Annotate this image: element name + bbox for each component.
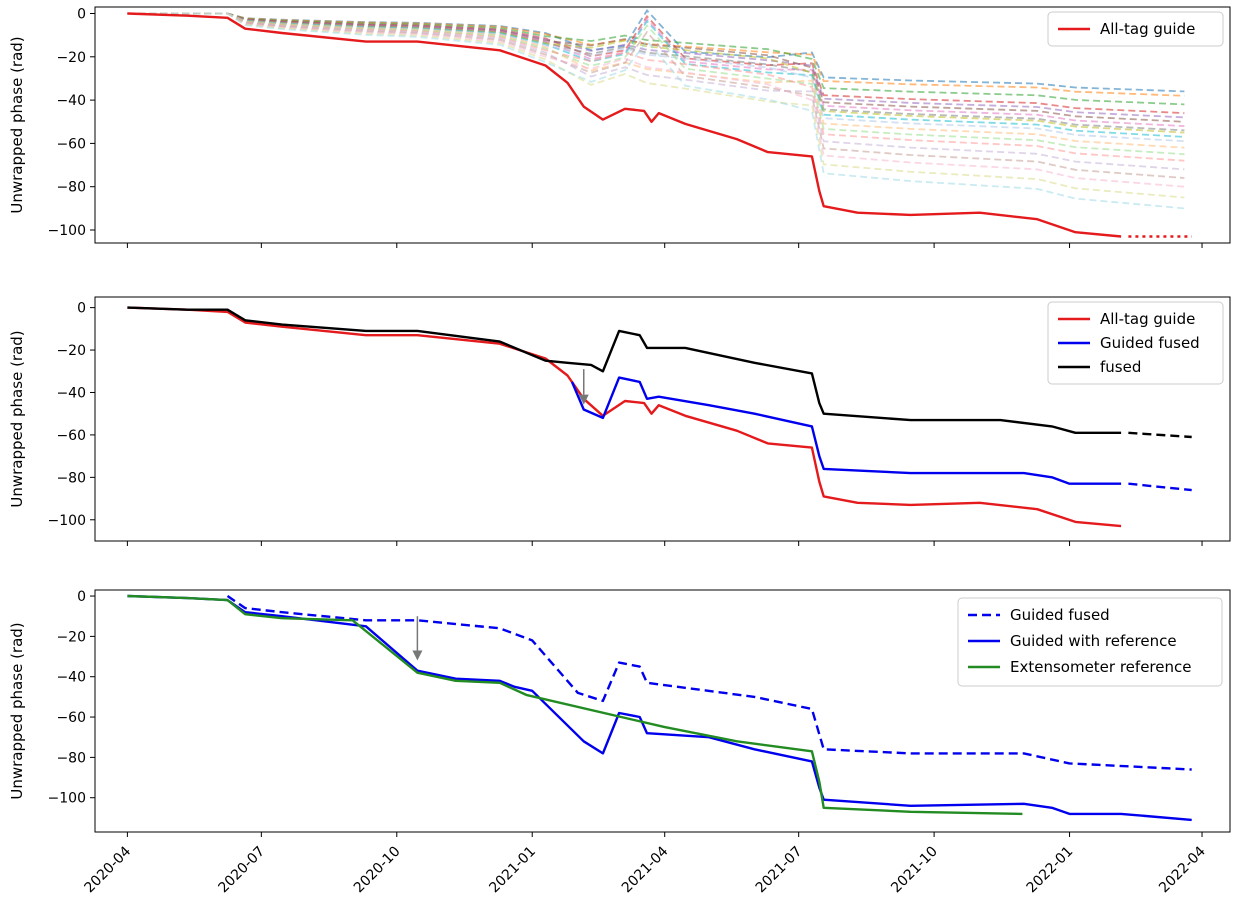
legend-entry: Guided fused: [1100, 334, 1200, 352]
tag-series-line: [127, 12, 1185, 210]
legend: All-tag guide: [1047, 11, 1224, 47]
legend-entry: Guided fused: [1010, 606, 1110, 624]
y-tick-label: −80: [56, 470, 86, 486]
series-line-extension: [1128, 431, 1192, 439]
y-axis-title: Unwrapped phase (rad): [8, 622, 26, 799]
annotation-arrow-head: [412, 650, 423, 661]
y-tick-label: −40: [56, 385, 86, 401]
annotation-arrow-head: [578, 394, 589, 405]
y-tick-label: −20: [56, 629, 86, 645]
y-tick-label: −100: [48, 513, 86, 529]
legend-box: [1047, 11, 1224, 47]
tag-series-group: [127, 9, 1185, 210]
legend-entry: Guided with reference: [1010, 632, 1177, 650]
y-tick-label: 0: [77, 589, 86, 605]
chart-panel-1: 0 −20 −40 −60 −80 −100 Unwrapped phase (rad) Al…: [8, 6, 1231, 248]
legend-entry: fused: [1100, 358, 1141, 376]
y-tick-label: −80: [56, 750, 86, 766]
plot-frame: [94, 6, 1231, 244]
chart-panel-2: 0 −20 −40 −60 −80 −100 Unwrapped phase (rad) Al…: [8, 296, 1231, 546]
y-tick-label: −60: [56, 428, 86, 444]
legend-entry: Extensometer reference: [1010, 658, 1191, 676]
y-tick-label: −20: [56, 343, 86, 359]
y-axis-title: Unwrapped phase (rad): [8, 36, 26, 213]
y-axis-title: Unwrapped phase (rad): [8, 330, 26, 507]
series-line-extensometer-reference: [127, 594, 1023, 816]
y-tick-label: −80: [56, 180, 86, 196]
y-tick-label: −60: [56, 136, 86, 152]
legend-entry: All-tag guide: [1100, 310, 1195, 328]
plot-frame: [94, 296, 1231, 542]
y-tick-label: −40: [56, 670, 86, 686]
y-tick-label: −100: [48, 791, 86, 807]
legend-entry: All-tag guide: [1100, 20, 1195, 38]
plot-frame: [94, 589, 1231, 833]
series-line-fused: [127, 306, 1122, 434]
y-tick-label: −20: [56, 50, 86, 66]
y-tick-label: −100: [48, 223, 86, 239]
legend: All-tag guide Guided fused fused: [1047, 301, 1224, 385]
legend-box: [957, 597, 1223, 687]
legend-box: [1047, 301, 1224, 385]
series-line-all-tag-guide: [127, 306, 1122, 528]
y-tick-label: −60: [56, 710, 86, 726]
series-line-guided-fused: [226, 595, 1192, 771]
y-tick-label: 0: [77, 301, 86, 317]
y-tick-label: −40: [56, 93, 86, 109]
series-line-guided-fused: [570, 376, 1122, 485]
legend: Guided fused Guided with reference Extenso…: [957, 597, 1223, 687]
series-line-all-tag-guide: [127, 12, 1122, 238]
y-tick-label: 0: [77, 6, 86, 22]
series-line-extension: [1128, 482, 1192, 492]
